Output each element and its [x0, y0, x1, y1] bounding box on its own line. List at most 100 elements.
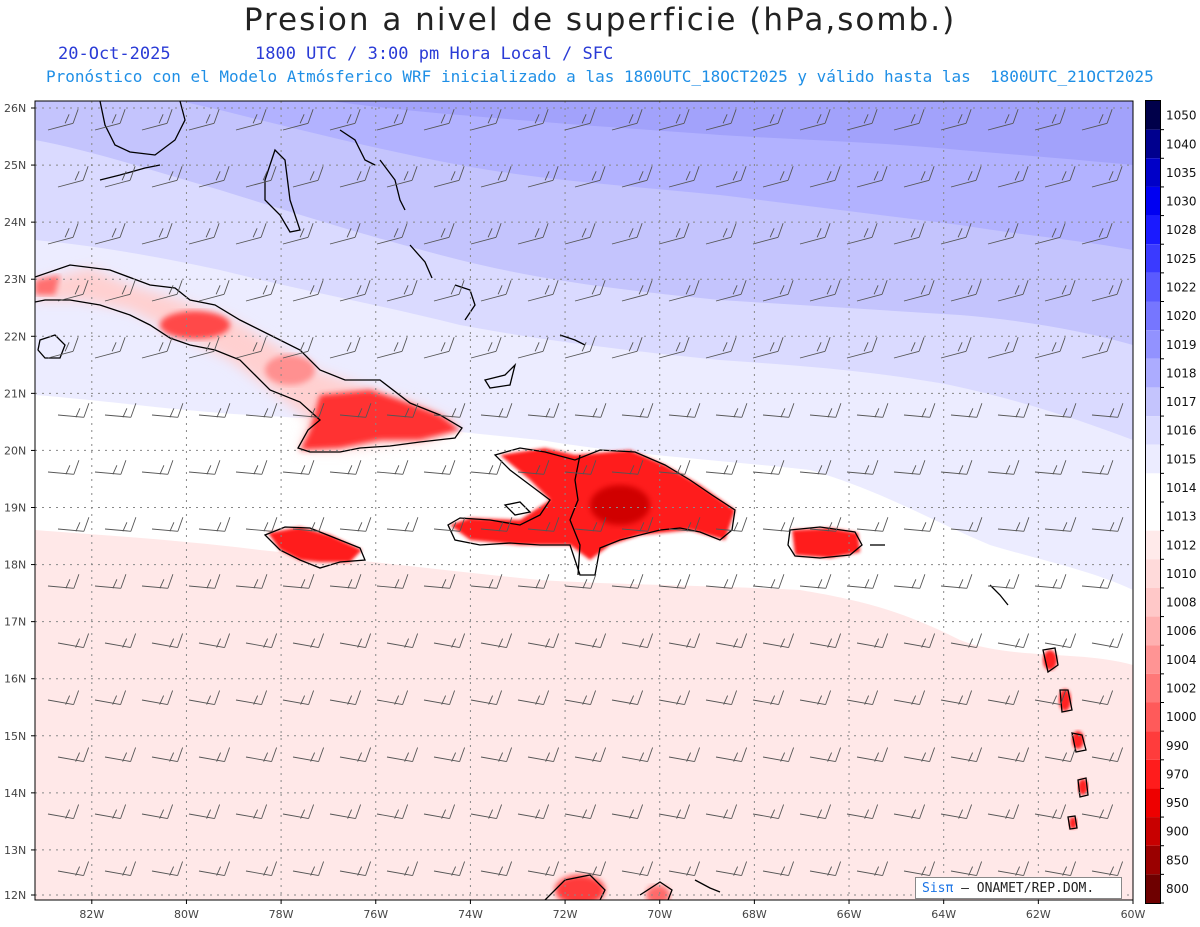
wind-barb: [245, 633, 278, 648]
wind-barb: [987, 337, 1019, 359]
wind-barb: [987, 460, 1020, 475]
wind-barb: [235, 460, 268, 475]
colorbar-swatch: [1146, 215, 1160, 245]
wind-barb: [376, 574, 409, 589]
wind-barb: [188, 690, 221, 705]
wind-barb: [621, 403, 654, 418]
lat-label: 26N: [4, 102, 26, 115]
colorbar-swatch: [1146, 244, 1160, 273]
wind-barb: [282, 574, 315, 589]
lat-label: 24N: [4, 216, 26, 229]
wind-barb: [950, 166, 982, 188]
wind-barb: [329, 109, 361, 131]
wind-barb: [809, 747, 842, 762]
wind-barb: [846, 804, 879, 819]
wind-barb: [1091, 280, 1123, 302]
wind-barb: [141, 109, 173, 131]
wind-barb: [846, 574, 879, 589]
wind-barb: [386, 166, 418, 188]
long-island: [409, 244, 433, 279]
wind-barb: [517, 109, 549, 131]
wind-barb: [292, 861, 325, 876]
wind-barb: [527, 747, 560, 762]
wind-barb: [715, 861, 748, 876]
wind-barb: [997, 403, 1030, 418]
wind-barb: [480, 517, 513, 532]
wind-barb: [950, 747, 983, 762]
wind-barb: [893, 109, 925, 131]
colorbar-swatch: [1146, 559, 1160, 588]
wind-barb: [940, 690, 973, 705]
andros-island: [264, 148, 301, 233]
lon-label: 70W: [647, 908, 672, 921]
terrain-shading: [35, 268, 1088, 900]
wind-barb: [762, 517, 795, 532]
lon-label: 82W: [79, 908, 104, 921]
wind-barb: [762, 166, 794, 188]
wind-barb: [433, 280, 465, 302]
lon-label: 80W: [174, 908, 199, 921]
credit-box: Sisπ – ONAMET/REP.DOM.: [915, 877, 1122, 899]
wind-barb: [658, 460, 691, 475]
guadeloupe: [1042, 647, 1059, 674]
wind-barb: [658, 804, 691, 819]
wind-barb: [423, 804, 456, 819]
wind-barb: [339, 403, 372, 418]
wind-barb: [480, 747, 513, 762]
wind-barb: [517, 460, 550, 475]
wind-barb: [997, 633, 1030, 648]
wind-barb: [423, 690, 456, 705]
colorbar-swatch: [1146, 874, 1160, 903]
st-lucia: [1077, 777, 1089, 798]
colorbar-swatch: [1146, 502, 1160, 531]
wind-barb: [292, 747, 325, 762]
colorbar-swatch: [1146, 530, 1160, 560]
wind-barb: [141, 804, 174, 819]
lat-label: 22N: [4, 330, 26, 343]
wind-barb: [151, 861, 184, 876]
colorbar: 1050 1040 1035 1030 1028 1025 1022 1020 1019 1018…: [1145, 100, 1197, 904]
colorbar-swatch: [1146, 272, 1160, 302]
wind-barb: [950, 280, 982, 302]
colorbar-label: 1002: [1166, 682, 1197, 696]
colorbar-swatch: [1146, 673, 1160, 703]
wind-barb: [715, 517, 748, 532]
wind-barb: [846, 460, 879, 475]
colorbar-label: 1040: [1166, 137, 1197, 151]
wind-barbs: [47, 109, 1124, 876]
wind-barb: [141, 223, 173, 245]
wind-barb: [376, 690, 409, 705]
wind-barb: [433, 861, 466, 876]
wind-barb: [997, 861, 1030, 876]
wind-barb: [809, 517, 842, 532]
wind-barb: [705, 804, 738, 819]
date-label: 20-Oct-2025: [58, 44, 171, 64]
colorbar-swatch: [1146, 759, 1160, 789]
wind-barb: [574, 861, 607, 876]
wind-barb: [705, 223, 737, 245]
wind-barb: [376, 460, 409, 475]
wind-barb: [893, 690, 926, 705]
wind-barb: [1081, 109, 1113, 131]
wind-barb: [517, 690, 550, 705]
wind-barb: [527, 517, 560, 532]
wind-barb: [527, 633, 560, 648]
wind-barb: [517, 574, 550, 589]
wind-barb: [329, 223, 361, 245]
abaco-island: [339, 129, 376, 166]
wind-barb: [470, 460, 503, 475]
wind-barb: [94, 574, 127, 589]
wind-barb: [151, 280, 183, 302]
wind-barb: [564, 804, 597, 819]
wind-barb: [470, 804, 503, 819]
wind-barb: [470, 690, 503, 705]
colorbar-swatch: [1146, 158, 1160, 187]
wind-barb: [799, 804, 832, 819]
wind-barb: [245, 166, 277, 188]
wind-barb: [856, 403, 889, 418]
colorbar-label: 1025: [1166, 252, 1197, 266]
wind-barb: [715, 280, 747, 302]
wind-barb: [809, 403, 842, 418]
lat-label: 15N: [4, 730, 26, 743]
wind-barb: [94, 460, 127, 475]
